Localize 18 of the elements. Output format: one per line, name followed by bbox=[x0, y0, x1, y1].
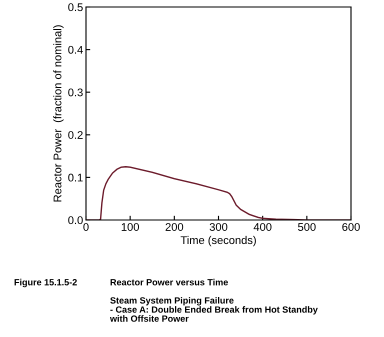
y-axis-title: Reactor Power (fraction of nominal) bbox=[53, 25, 64, 202]
x-tick-label: 300 bbox=[210, 223, 228, 231]
y-tick-label: 0.2 bbox=[68, 131, 83, 139]
x-axis-title: Time (seconds) bbox=[180, 236, 256, 246]
y-tick-label: 0.3 bbox=[68, 88, 83, 96]
y-tick-label: 0.0 bbox=[68, 216, 83, 224]
text: Reactor Power versus Time bbox=[110, 278, 228, 286]
y-tick-label: 0.1 bbox=[68, 174, 83, 182]
y-tick-label: 0.4 bbox=[68, 46, 83, 54]
text: Steam System Piping Failure - Case A: Double Ended Break from Hot Standby with Offsite Power bbox=[110, 297, 318, 322]
x-tick-label: 100 bbox=[122, 223, 139, 231]
x-tick-label: 0 bbox=[83, 223, 89, 231]
caption: Figure 15.1.5-2 bbox=[14, 278, 77, 288]
x-tick-label: 200 bbox=[166, 223, 184, 231]
x-tick-label: 500 bbox=[298, 223, 316, 231]
x-tick-label: 400 bbox=[254, 223, 272, 231]
x-tick-label: 600 bbox=[342, 223, 360, 231]
y-tick-label: 0.5 bbox=[68, 3, 83, 12]
